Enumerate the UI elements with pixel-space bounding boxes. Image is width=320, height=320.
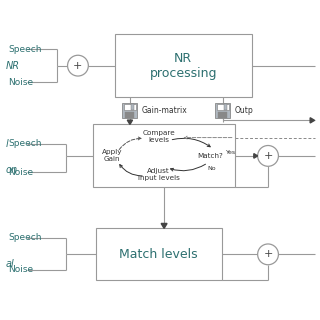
FancyBboxPatch shape — [224, 104, 227, 110]
Text: NR
processing: NR processing — [149, 52, 217, 80]
FancyBboxPatch shape — [93, 124, 235, 187]
Text: Compare
levels: Compare levels — [142, 130, 175, 143]
Circle shape — [258, 244, 278, 265]
Text: +: + — [263, 249, 273, 259]
Polygon shape — [310, 118, 315, 123]
Text: Speech: Speech — [8, 234, 42, 243]
Circle shape — [258, 146, 278, 166]
Text: Noise: Noise — [8, 77, 33, 86]
Text: Yes: Yes — [226, 150, 236, 155]
Text: Speech: Speech — [8, 45, 42, 54]
Text: Gain-matrix: Gain-matrix — [141, 106, 187, 115]
Text: Noise: Noise — [8, 168, 33, 177]
Circle shape — [68, 55, 88, 76]
Text: Apply
Gain: Apply Gain — [102, 149, 122, 162]
Text: Adjust
input levels: Adjust input levels — [138, 168, 180, 181]
Text: +: + — [73, 61, 83, 71]
Polygon shape — [161, 223, 167, 228]
FancyBboxPatch shape — [217, 104, 229, 110]
Text: Match levels: Match levels — [119, 248, 198, 261]
Text: Match?: Match? — [198, 153, 224, 159]
FancyBboxPatch shape — [125, 112, 134, 118]
FancyBboxPatch shape — [96, 228, 221, 280]
Text: No: No — [208, 166, 217, 171]
Text: Noise: Noise — [8, 266, 33, 275]
Text: Outp: Outp — [234, 106, 253, 115]
Text: l: l — [5, 139, 8, 148]
Polygon shape — [127, 120, 132, 124]
Polygon shape — [254, 154, 258, 158]
Text: NR: NR — [5, 61, 20, 71]
FancyBboxPatch shape — [218, 112, 228, 118]
FancyBboxPatch shape — [131, 104, 134, 110]
FancyBboxPatch shape — [215, 103, 230, 118]
FancyBboxPatch shape — [115, 34, 252, 97]
Text: +: + — [263, 151, 273, 161]
FancyBboxPatch shape — [122, 103, 137, 118]
FancyBboxPatch shape — [124, 104, 136, 110]
Text: al: al — [5, 260, 14, 269]
Text: on: on — [5, 164, 18, 175]
Text: Speech: Speech — [8, 139, 42, 148]
